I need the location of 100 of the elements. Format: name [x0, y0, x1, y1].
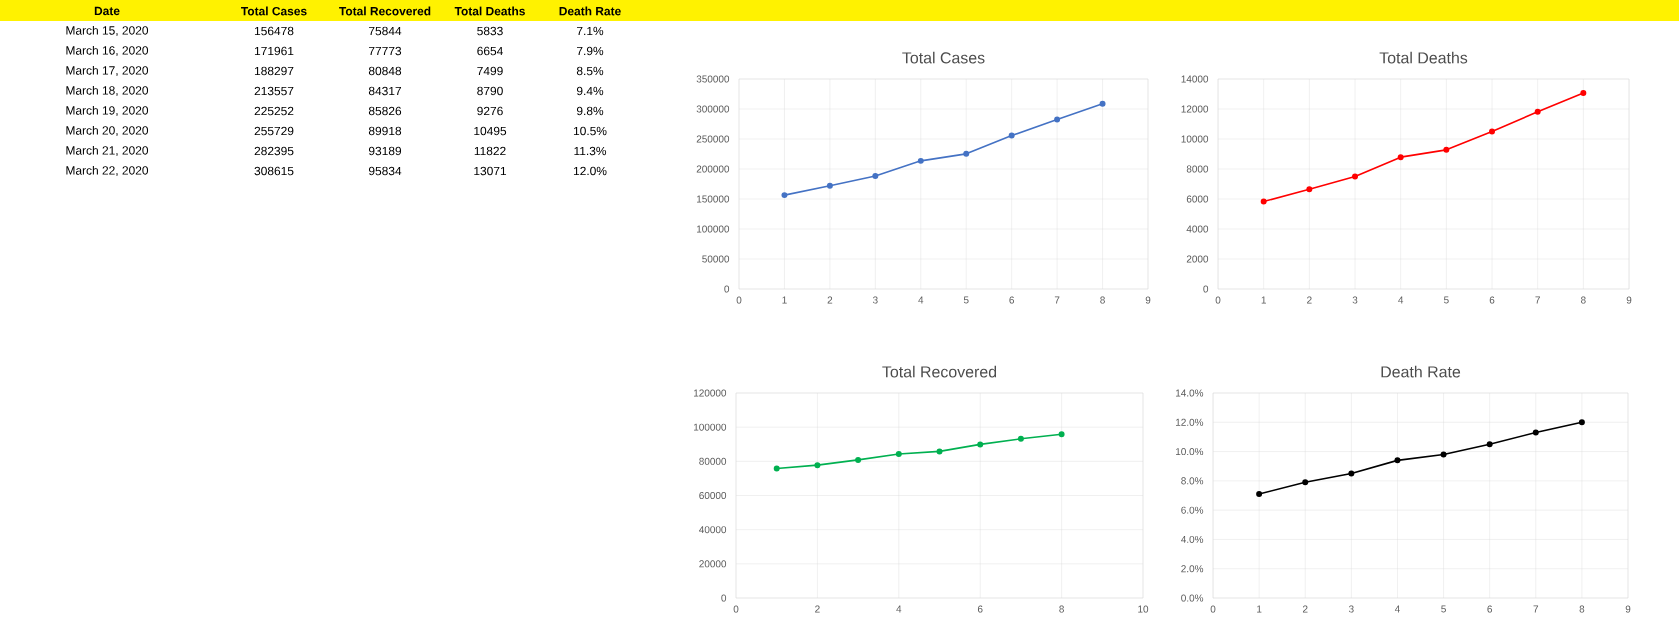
text: 213557 — [254, 86, 294, 96]
point — [963, 150, 970, 157]
y-tick-label: 0 — [1203, 285, 1209, 293]
point — [1489, 128, 1496, 135]
x-tick-label: 10 — [1138, 605, 1149, 613]
text: 80848 — [368, 66, 402, 76]
x-tick-label: 9 — [1625, 605, 1631, 613]
x-tick-label: 4 — [1394, 605, 1400, 613]
point — [1054, 116, 1061, 123]
point — [1306, 186, 1313, 193]
point — [1348, 470, 1355, 477]
text: March 18, 2020 — [66, 85, 149, 97]
x-tick-label: 5 — [1443, 296, 1449, 304]
y-tick-label: 20000 — [699, 560, 727, 568]
category-label: Death Rate — [559, 6, 621, 16]
x-tick-label: 0 — [733, 605, 739, 613]
point — [781, 192, 788, 199]
point — [1534, 108, 1541, 115]
y-tick-label: 200000 — [696, 165, 730, 173]
text: 225252 — [254, 106, 294, 116]
text: 255729 — [254, 126, 294, 136]
point — [1486, 441, 1493, 448]
text: March 21, 2020 — [66, 145, 149, 157]
y-tick-label: 4000 — [1186, 225, 1209, 233]
text: 8.5% — [576, 66, 604, 76]
y-tick-label: 10.0% — [1176, 448, 1204, 456]
text: 7499 — [477, 66, 503, 76]
text: 95834 — [368, 166, 402, 176]
y-tick-label: 150000 — [697, 195, 730, 203]
text: 13071 — [474, 166, 507, 176]
text: 6654 — [477, 46, 503, 56]
x-tick-label: 8 — [1581, 296, 1586, 304]
x-tick-label: 0 — [736, 296, 742, 304]
chart-title: Total Recovered — [882, 365, 997, 378]
point — [1017, 435, 1024, 442]
y-tick-label: 6.0% — [1181, 506, 1204, 514]
x-tick-label: 3 — [872, 296, 878, 304]
point — [1058, 431, 1065, 438]
y-tick-label: 10000 — [1181, 135, 1209, 143]
text: March 20, 2020 — [66, 125, 149, 137]
text: March 17, 2020 — [66, 65, 149, 77]
point — [1580, 89, 1587, 96]
text: March 15, 2020 — [66, 25, 149, 37]
x-tick-label: 2 — [815, 605, 820, 613]
point — [1397, 154, 1404, 161]
text: 75844 — [368, 26, 402, 36]
point — [773, 465, 780, 472]
y-tick-label: 60000 — [699, 491, 727, 500]
text: March 16, 2020 — [66, 45, 149, 57]
y-tick-label: 300000 — [696, 105, 730, 113]
x-tick-label: 6 — [1009, 296, 1015, 304]
x-tick-label: 6 — [977, 605, 983, 613]
x-tick-label: 5 — [963, 296, 969, 304]
category-label: Date — [94, 6, 120, 16]
point — [1443, 146, 1450, 153]
point — [1099, 100, 1106, 107]
y-tick-label: 8.0% — [1181, 477, 1204, 485]
x-tick-label: 3 — [1352, 296, 1358, 304]
text: 8790 — [477, 86, 503, 96]
x-tick-label: 9 — [1145, 296, 1151, 304]
x-tick-label: 7 — [1535, 296, 1540, 304]
x-tick-label: 0 — [1210, 605, 1216, 613]
x-tick-label: 9 — [1626, 296, 1632, 304]
point — [855, 456, 862, 463]
text: 9276 — [477, 106, 503, 116]
text: 7.1% — [576, 26, 604, 36]
text: 10495 — [474, 126, 507, 136]
x-tick-label: 2 — [827, 296, 833, 304]
point — [814, 462, 821, 469]
point — [1256, 491, 1263, 498]
y-tick-label: 2000 — [1186, 255, 1209, 263]
y-tick-label: 100000 — [697, 225, 730, 233]
y-tick-label: 4.0% — [1181, 535, 1204, 543]
point — [826, 182, 833, 189]
text: 89918 — [368, 126, 402, 136]
x-tick-label: 8 — [1579, 605, 1585, 613]
x-tick-label: 6 — [1489, 296, 1495, 304]
x-tick-label: 1 — [1261, 296, 1266, 304]
y-tick-label: 14000 — [1181, 75, 1209, 83]
y-tick-label: 12000 — [1181, 105, 1209, 113]
x-tick-label: 4 — [896, 605, 902, 613]
point — [1440, 451, 1447, 458]
point — [1352, 173, 1359, 180]
x-tick-label: 8 — [1059, 605, 1064, 613]
y-tick-label: 50000 — [702, 255, 730, 263]
y-tick-label: 80000 — [699, 457, 727, 465]
text: 93189 — [368, 146, 402, 156]
point — [936, 448, 943, 455]
y-tick-label: 14.0% — [1176, 389, 1204, 397]
point — [872, 173, 879, 180]
text: March 19, 2020 — [66, 105, 149, 117]
text: 11822 — [474, 146, 506, 156]
chart-title: Total Cases — [902, 51, 985, 64]
text: 85826 — [368, 106, 402, 116]
x-tick-label: 3 — [1348, 605, 1354, 613]
text: 77773 — [368, 46, 402, 56]
text: 7.9% — [576, 46, 604, 56]
text: 171961 — [254, 46, 294, 56]
category-label: Total Deaths — [454, 6, 525, 16]
chart-title: Total Deaths — [1379, 51, 1468, 64]
